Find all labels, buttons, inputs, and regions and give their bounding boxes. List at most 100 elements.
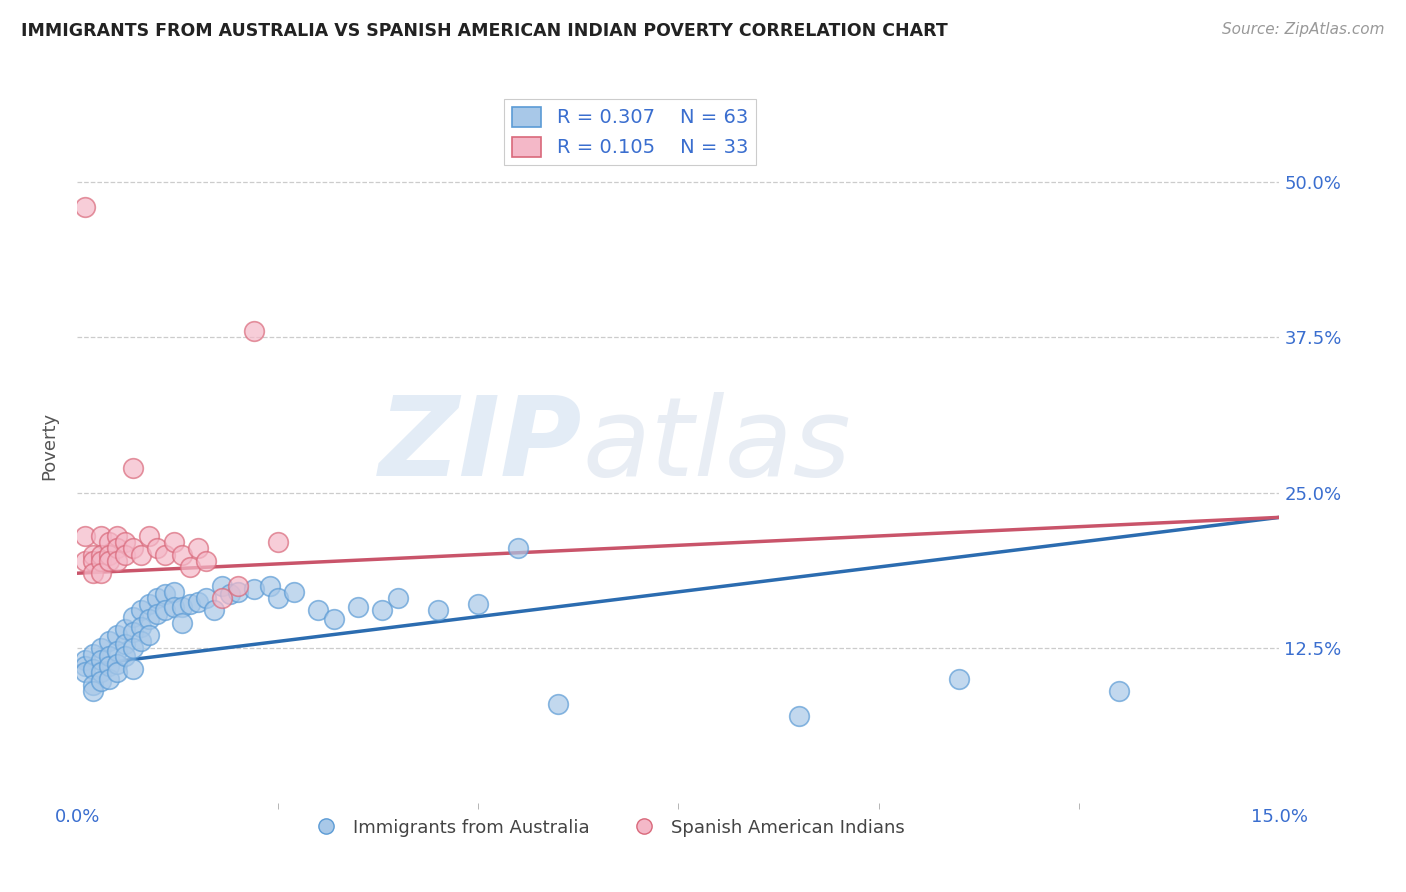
Point <box>98 659 121 673</box>
Point <box>122 460 145 475</box>
Point <box>107 541 129 556</box>
Point <box>107 628 129 642</box>
Point <box>242 324 264 338</box>
Point <box>90 548 112 562</box>
Point <box>90 665 112 680</box>
Point <box>267 591 290 605</box>
Point <box>242 582 264 597</box>
Point <box>146 607 169 622</box>
Point <box>162 535 184 549</box>
Point <box>114 622 136 636</box>
Point <box>122 624 145 639</box>
Point <box>114 649 136 664</box>
Point <box>98 649 121 664</box>
Point <box>114 548 136 562</box>
Point <box>259 579 281 593</box>
Point <box>787 709 810 723</box>
Point <box>186 595 209 609</box>
Point <box>82 662 104 676</box>
Point <box>107 657 129 671</box>
Point <box>155 548 177 562</box>
Point <box>194 554 217 568</box>
Point <box>114 535 136 549</box>
Point <box>162 584 184 599</box>
Point <box>427 603 450 617</box>
Point <box>170 615 193 630</box>
Point <box>211 579 233 593</box>
Point <box>75 200 97 214</box>
Point <box>371 603 394 617</box>
Point <box>387 591 409 605</box>
Point <box>82 548 104 562</box>
Point <box>155 603 177 617</box>
Point <box>283 584 305 599</box>
Point <box>131 619 153 633</box>
Point <box>122 640 145 655</box>
Point <box>131 548 153 562</box>
Point <box>194 591 217 605</box>
Point <box>138 628 160 642</box>
Point <box>170 599 193 614</box>
Text: IMMIGRANTS FROM AUSTRALIA VS SPANISH AMERICAN INDIAN POVERTY CORRELATION CHART: IMMIGRANTS FROM AUSTRALIA VS SPANISH AME… <box>21 22 948 40</box>
Point <box>186 541 209 556</box>
Point <box>90 554 112 568</box>
Y-axis label: Poverty: Poverty <box>41 412 59 480</box>
Point <box>98 672 121 686</box>
Point <box>138 612 160 626</box>
Point <box>267 535 290 549</box>
Point <box>98 634 121 648</box>
Text: ZIP: ZIP <box>378 392 582 500</box>
Point <box>948 672 970 686</box>
Point <box>138 597 160 611</box>
Point <box>146 591 169 605</box>
Point <box>218 587 240 601</box>
Point <box>107 665 129 680</box>
Point <box>90 653 112 667</box>
Point <box>75 659 97 673</box>
Point <box>90 674 112 689</box>
Point <box>1108 684 1130 698</box>
Point <box>75 554 97 568</box>
Point <box>162 599 184 614</box>
Point <box>226 579 249 593</box>
Point <box>170 548 193 562</box>
Legend: Immigrants from Australia, Spanish American Indians: Immigrants from Australia, Spanish Ameri… <box>301 812 912 844</box>
Point <box>122 662 145 676</box>
Point <box>202 603 225 617</box>
Point <box>90 566 112 581</box>
Point <box>75 665 97 680</box>
Point <box>122 541 145 556</box>
Point <box>114 637 136 651</box>
Point <box>146 541 169 556</box>
Point <box>107 529 129 543</box>
Text: atlas: atlas <box>582 392 851 500</box>
Point <box>98 554 121 568</box>
Point <box>75 529 97 543</box>
Point <box>82 684 104 698</box>
Point <box>508 541 530 556</box>
Point <box>82 566 104 581</box>
Point <box>155 587 177 601</box>
Point <box>107 644 129 658</box>
Point <box>322 612 344 626</box>
Point <box>82 554 104 568</box>
Point <box>138 529 160 543</box>
Point <box>211 591 233 605</box>
Point <box>179 597 201 611</box>
Point <box>547 697 569 711</box>
Point <box>131 634 153 648</box>
Point <box>98 548 121 562</box>
Point <box>90 640 112 655</box>
Point <box>226 584 249 599</box>
Point <box>82 678 104 692</box>
Point <box>107 554 129 568</box>
Point <box>179 560 201 574</box>
Point <box>131 603 153 617</box>
Point <box>122 609 145 624</box>
Point <box>90 529 112 543</box>
Point <box>307 603 329 617</box>
Point <box>82 647 104 661</box>
Point <box>347 599 370 614</box>
Point <box>467 597 489 611</box>
Point <box>75 653 97 667</box>
